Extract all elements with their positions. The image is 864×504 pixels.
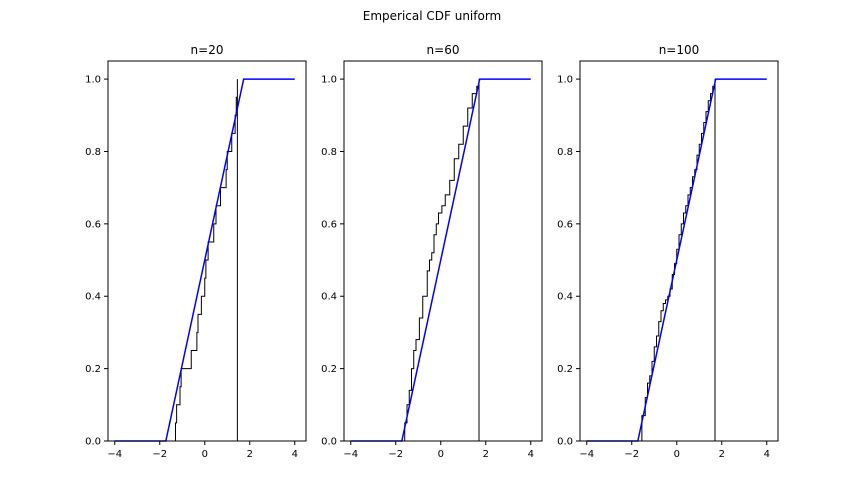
uniform-cdf-line	[350, 78, 531, 442]
x-tick-label: 2	[483, 449, 489, 460]
y-tick-label: 0.8	[321, 147, 337, 158]
axes-frame	[579, 60, 779, 442]
x-tick-label: −2	[624, 449, 639, 460]
empirical-cdf-step	[639, 79, 716, 442]
x-tick-label: 2	[247, 449, 253, 460]
empirical-cdf-step	[402, 79, 480, 442]
x-tick-label: −2	[152, 449, 167, 460]
y-tick-label: 0.4	[85, 292, 101, 303]
x-tick-label: 0	[438, 449, 444, 460]
y-tick-label: 1.0	[321, 75, 337, 86]
axes-frame	[107, 60, 307, 442]
x-tick-label: 2	[719, 449, 725, 460]
empirical-cdf-step	[169, 79, 238, 442]
y-tick-label: 0.2	[321, 364, 337, 375]
y-tick-label: 0.6	[321, 219, 337, 230]
figure-title: Emperical CDF uniform	[363, 9, 502, 23]
plot-area: −4 −2 0 2 4 0.0 0.2 0.4 0.6 0.8 1.0	[557, 60, 779, 460]
x-tick-label: 4	[292, 449, 298, 460]
x-tick-label: 0	[674, 449, 680, 460]
y-tick-label: 0.0	[321, 437, 337, 448]
y-tick-label: 0.6	[85, 219, 101, 230]
panel-n60: n=60 −4 −2 0 2 4 0.0 0.2 0.4 0.6 0.8 1.0	[321, 43, 543, 460]
y-tick-label: 0.8	[85, 147, 101, 158]
plot-area: −4 −2 0 2 4 0.0 0.2 0.4 0.6 0.8 1.0	[321, 60, 543, 460]
axes-frame	[343, 60, 543, 442]
y-tick-label: 0.8	[557, 147, 573, 158]
panel-n20: n=20 −4 −2 0 2 4 0.0 0.2 0.4 0.6 0.8 1.0	[85, 43, 307, 460]
y-tick-label: 0.4	[321, 292, 337, 303]
plot-area: −4 −2 0 2 4 0.0 0.2 0.4 0.6 0.8 1.0	[85, 60, 307, 460]
y-tick-label: 0.2	[557, 364, 573, 375]
y-tick-label: 1.0	[557, 75, 573, 86]
x-tick-label: −4	[343, 449, 358, 460]
panel-n100: n=100 −4 −2 0 2 4 0.0 0.2 0.4 0.6 0.8 1.0	[557, 43, 779, 460]
y-tick-label: 1.0	[85, 75, 101, 86]
y-tick-label: 0.6	[557, 219, 573, 230]
x-tick-label: −4	[579, 449, 594, 460]
x-tick-label: −4	[107, 449, 122, 460]
y-tick-label: 0.0	[85, 437, 101, 448]
panel-title: n=20	[191, 43, 224, 57]
x-tick-label: 4	[764, 449, 770, 460]
x-tick-label: 4	[528, 449, 534, 460]
uniform-cdf-line	[114, 78, 295, 442]
x-tick-label: −2	[388, 449, 403, 460]
y-tick-label: 0.4	[557, 292, 573, 303]
uniform-cdf-line	[586, 78, 767, 442]
y-tick-label: 0.0	[557, 437, 573, 448]
panel-title: n=60	[427, 43, 460, 57]
panel-title: n=100	[659, 43, 700, 57]
y-tick-label: 0.2	[85, 364, 101, 375]
x-tick-label: 0	[202, 449, 208, 460]
